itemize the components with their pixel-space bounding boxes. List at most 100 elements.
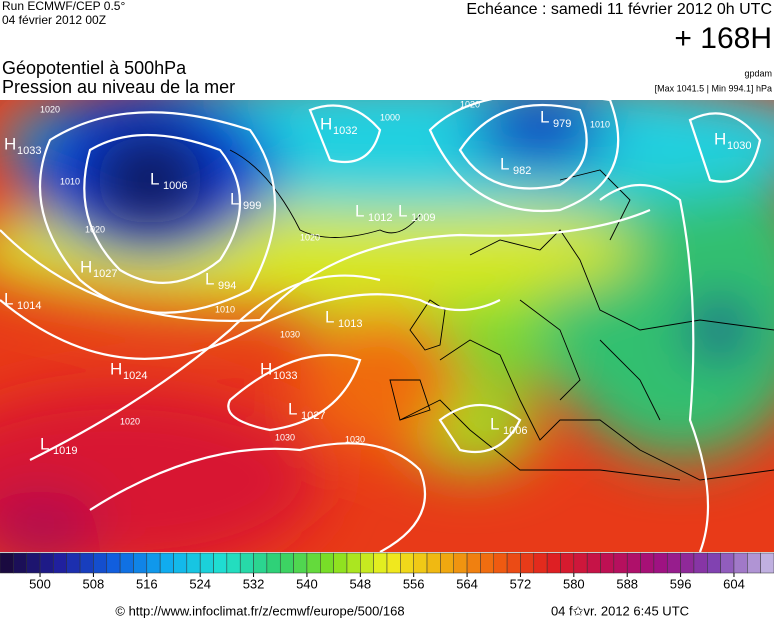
colorbar-tick-label: 524 — [189, 576, 211, 591]
color-swatch — [546, 552, 561, 574]
source-url: © http://www.infoclimat.fr/z/ecmwf/europ… — [115, 603, 404, 618]
center-kind: L — [500, 154, 509, 173]
isobar-label: 1030 — [275, 432, 295, 442]
color-swatch — [520, 552, 535, 574]
center-kind: H — [260, 359, 272, 378]
color-swatch — [373, 552, 388, 574]
center-kind: H — [714, 129, 726, 148]
pressure-center: L 982 — [500, 154, 531, 176]
color-swatch — [159, 552, 174, 574]
isobars — [0, 100, 762, 552]
isobar-label: 1020 — [460, 99, 480, 109]
pressure-center: L 999 — [230, 189, 261, 211]
center-kind: H — [320, 114, 332, 133]
color-swatch — [506, 552, 521, 574]
color-swatch — [466, 552, 481, 574]
isobar-labels: 1020 1010 1020 1000 1010 1020 1030 1020 1030 1030… — [40, 99, 610, 444]
center-value: 999 — [243, 200, 261, 212]
center-kind: L — [398, 201, 407, 220]
color-swatch — [239, 552, 254, 574]
color-swatch — [480, 552, 495, 574]
colorbar-tick-label: 548 — [349, 576, 371, 591]
center-value: 1014 — [17, 300, 41, 312]
color-swatch — [199, 552, 214, 574]
color-swatch — [760, 552, 774, 574]
pressure-center: L 1014 — [4, 289, 41, 311]
center-kind: L — [288, 399, 297, 418]
title-line2: Pression au niveau de la mer — [2, 77, 235, 97]
isobar-label: 1010 — [60, 176, 80, 186]
color-swatch — [720, 552, 735, 574]
center-value: 1033 — [17, 145, 41, 157]
run-label: Run ECMWF/CEP 0.5° — [2, 0, 125, 13]
center-value: 994 — [218, 280, 236, 292]
color-swatch — [613, 552, 628, 574]
lead-time: + 168H — [674, 22, 772, 55]
center-value: 1027 — [301, 410, 325, 422]
center-value: 1024 — [123, 370, 147, 382]
color-swatch — [0, 552, 14, 574]
center-kind: L — [230, 189, 239, 208]
pressure-center: L 1027 — [288, 399, 325, 421]
pressure-center: H 1030 — [714, 129, 751, 151]
pressure-center: L 1013 — [325, 307, 362, 329]
isobar-label: 1010 — [590, 119, 610, 129]
color-swatch — [253, 552, 268, 574]
color-swatch — [266, 552, 281, 574]
color-swatch — [747, 552, 761, 574]
coastlines — [229, 149, 774, 481]
color-swatch — [53, 552, 67, 574]
color-swatch — [186, 552, 201, 574]
color-swatch — [626, 552, 641, 574]
center-kind: L — [205, 269, 214, 288]
isobar-label: 1030 — [345, 434, 365, 444]
isobar-label: 1020 — [85, 224, 105, 234]
colorbar-tick-label: 508 — [83, 576, 105, 591]
color-swatch — [320, 552, 334, 574]
color-swatch — [173, 552, 188, 574]
center-value: 979 — [553, 118, 571, 130]
isobar-label: 1000 — [380, 112, 400, 122]
colorbar-tick-label: 588 — [616, 576, 638, 591]
colorbar-tick-label: 604 — [723, 576, 745, 591]
center-kind: L — [355, 201, 364, 220]
color-swatch — [640, 552, 655, 574]
isobar-label: 1010 — [215, 304, 235, 314]
color-swatch — [533, 552, 548, 574]
center-value: 1006 — [503, 425, 527, 437]
center-value: 1032 — [333, 125, 357, 137]
color-swatch — [293, 552, 308, 574]
title-line1: Géopotentiel à 500hPa — [2, 58, 187, 78]
center-value: 1012 — [368, 212, 392, 224]
run-date: 04 février 2012 00Z — [2, 13, 106, 27]
colorbar-tick-label: 564 — [456, 576, 478, 591]
colorbar-tick-label: 580 — [563, 576, 585, 591]
pressure-center: L 1009 — [398, 201, 435, 223]
pressure-center: H 1024 — [110, 359, 147, 381]
pressure-range: [Max 1041.5 | Min 994.1] hPa — [655, 83, 772, 93]
center-value: 1019 — [53, 445, 77, 457]
color-swatch — [453, 552, 468, 574]
pressure-center: L 1006 — [490, 414, 527, 436]
center-kind: L — [490, 414, 499, 433]
color-swatch — [26, 552, 41, 574]
pressure-center: H 1033 — [4, 134, 41, 156]
colorbar-tick-label: 500 — [29, 576, 51, 591]
color-swatch — [226, 552, 241, 574]
color-swatch — [600, 552, 615, 574]
center-value: 1009 — [411, 212, 435, 224]
center-value: 1033 — [273, 370, 297, 382]
color-swatch — [93, 552, 108, 574]
pressure-center: L 1012 — [355, 201, 392, 223]
color-swatch — [586, 552, 601, 574]
pressure-center: H 1027 — [80, 257, 117, 279]
center-kind: H — [4, 134, 16, 153]
center-kind: L — [40, 434, 49, 453]
color-swatch — [680, 552, 695, 574]
center-kind: L — [4, 289, 13, 308]
isobar-label: 1020 — [300, 232, 320, 242]
center-kind: L — [540, 107, 549, 126]
pressure-center: L 1019 — [40, 434, 77, 456]
